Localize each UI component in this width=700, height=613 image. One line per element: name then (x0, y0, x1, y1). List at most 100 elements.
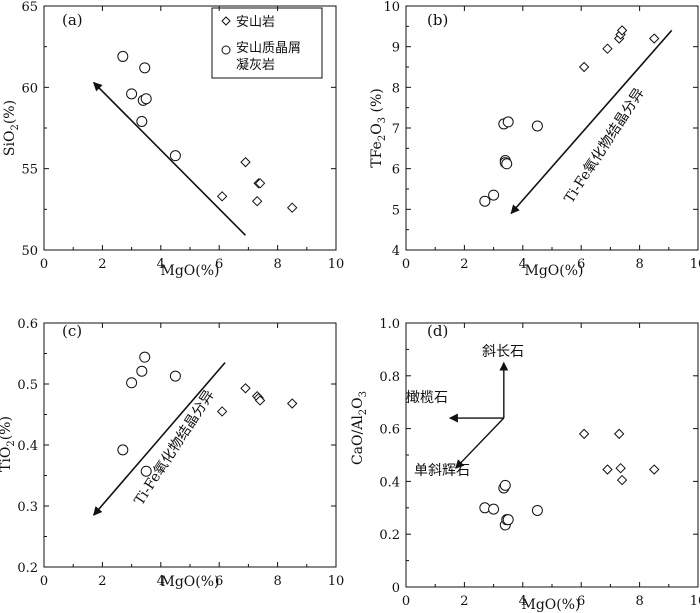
andesite-point (286, 202, 298, 213)
tuff-point (531, 120, 543, 132)
panel-d-clinopyroxene-label: 单斜辉石 (414, 463, 470, 479)
y-tick-label: 6 (392, 163, 400, 178)
panel-d-plagioclase-label: 斜长石 (482, 344, 524, 360)
tuff-point (136, 365, 148, 377)
panel-c-frame (43, 322, 337, 568)
legend-diamond-marker (221, 16, 231, 26)
andesite-point (648, 464, 660, 475)
x-tick-label: 4 (157, 574, 165, 589)
andesite-point (286, 398, 298, 409)
x-tick-label: 4 (519, 257, 527, 272)
legend-andesite-label: 安山岩 (236, 15, 275, 30)
x-tick-label: 6 (577, 594, 585, 609)
y-tick-label: 0.2 (379, 528, 400, 543)
tuff-point (169, 370, 181, 382)
tuff-point (502, 116, 514, 128)
panel-b-label: (b) (427, 11, 448, 29)
y-tick-label: 7 (392, 122, 400, 137)
andesite-point (251, 195, 263, 207)
andesite-point (578, 428, 590, 440)
andesite-point (616, 25, 628, 36)
x-tick-label: 8 (635, 257, 643, 272)
legend-circle-marker (221, 45, 231, 55)
tuff-point (126, 88, 138, 100)
panel-a-ylabel: SiO2(%) (2, 100, 21, 156)
x-tick-label: 10 (328, 257, 345, 272)
x-tick-label: 0 (40, 257, 48, 272)
y-tick-label: 0.6 (17, 317, 38, 332)
tuff-point (488, 189, 500, 201)
x-tick-label: 4 (519, 594, 527, 609)
tuff-point (501, 158, 513, 170)
clinopyroxene-vector-arrow (455, 417, 505, 469)
andesite-point (240, 156, 251, 168)
y-tick-label: 5 (392, 203, 400, 218)
andesite-point (615, 462, 626, 474)
y-tick-label: 0.5 (17, 378, 38, 393)
panel-c: (c) MgO(%) TiO2(%) Ti-Fe氧化物结晶分异 0 2 4 6 8 10 0… (0, 317, 344, 590)
tuff-point (139, 62, 151, 74)
legend: 安山岩 安山质晶屑 凝灰岩 (211, 7, 323, 79)
y-tick-label: 0.4 (17, 439, 38, 454)
y-tick-label: 8 (392, 81, 400, 96)
panel-a-trend-arrow (93, 81, 247, 236)
panel-d-frame (405, 322, 699, 588)
x-tick-label: 2 (460, 594, 468, 609)
y-tick-label: 0.6 (379, 423, 400, 438)
panel-b-annotation: Ti-Fe氧化物结晶分异 (562, 85, 648, 206)
andesite-point (648, 33, 660, 44)
y-tick-label: 10 (383, 0, 400, 15)
tuff-point (117, 444, 129, 456)
tuff-point (502, 514, 514, 526)
panel-d-label: (d) (427, 322, 448, 340)
tuff-point (499, 479, 511, 491)
andesite-point (616, 474, 628, 486)
panel-b-ylabel: TFe2O3 (%) (369, 88, 388, 168)
y-tick-label: 60 (21, 81, 38, 96)
panel-a-label: (a) (62, 11, 83, 29)
panel-b-xlabel: MgO(%) (524, 263, 583, 279)
y-tick-label: 0.8 (379, 370, 400, 385)
panel-c-xlabel: MgO(%) (160, 574, 219, 590)
y-tick-label: 50 (21, 244, 38, 259)
tuff-point (140, 465, 152, 477)
y-tick-label: 55 (21, 163, 38, 178)
y-tick-label: 0 (392, 581, 400, 596)
panel-c-ylabel: TiO2(%) (0, 416, 17, 472)
x-tick-label: 8 (635, 594, 643, 609)
andesite-point (216, 406, 228, 417)
andesite-point (602, 464, 613, 475)
panel-c-annotation: Ti-Fe氧化物结晶分异 (132, 387, 218, 508)
x-tick-label: 0 (402, 257, 410, 272)
andesite-point (613, 428, 625, 440)
x-tick-label: 4 (157, 257, 165, 272)
panel-a-xlabel: MgO(%) (160, 263, 219, 279)
tuff-point (126, 377, 138, 389)
legend-tuff-label-line2: 凝灰岩 (236, 57, 275, 73)
x-tick-label: 8 (273, 257, 281, 272)
tuff-point (139, 351, 151, 363)
x-tick-label: 10 (690, 257, 700, 272)
y-tick-label: 9 (392, 41, 400, 56)
tuff-point (136, 115, 148, 127)
panel-a: (a) MgO(%) SiO2(%) 安山岩 安山质晶屑 凝灰岩 0 2 4 6 8 10… (2, 0, 344, 279)
andesite-point (216, 191, 228, 202)
legend-tuff-label-line1: 安山质晶屑 (236, 41, 301, 56)
x-tick-label: 8 (273, 574, 281, 589)
x-tick-label: 0 (402, 594, 410, 609)
panel-d: (d) MgO(%) CaO/Al2O3 斜长石 橄榄石 单斜辉石 0 2 4 6 8 1… (350, 317, 700, 613)
x-tick-label: 0 (40, 574, 48, 589)
tuff-point (488, 503, 500, 515)
andesite-point (240, 383, 251, 394)
x-tick-label: 10 (328, 574, 345, 589)
y-tick-label: 0.3 (17, 500, 38, 515)
panel-b-trend-arrow (510, 29, 673, 215)
tuff-point (479, 195, 491, 207)
y-tick-label: 4 (392, 244, 400, 259)
andesite-point (578, 61, 590, 73)
x-tick-label: 6 (215, 574, 223, 589)
x-tick-label: 2 (98, 574, 106, 589)
tuff-point (140, 93, 152, 105)
x-tick-label: 2 (98, 257, 106, 272)
